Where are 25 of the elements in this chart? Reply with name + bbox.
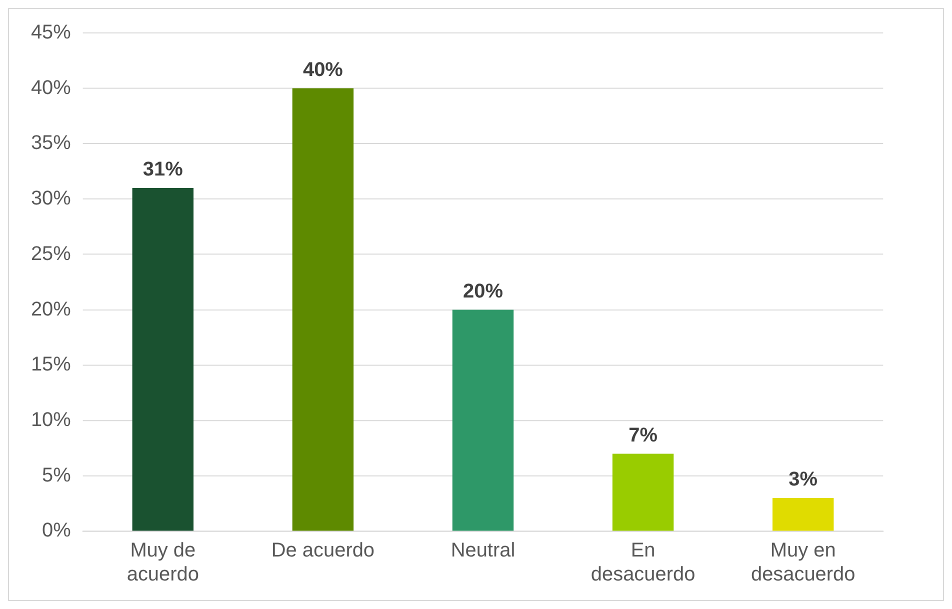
- x-tick-label: En desacuerdo: [590, 540, 696, 586]
- y-tick-label: 45%: [30, 21, 72, 44]
- data-label: 31%: [142, 158, 184, 181]
- y-tick-label: 15%: [30, 354, 72, 376]
- y-tick-label: 35%: [30, 132, 72, 154]
- y-tick-label: 30%: [30, 188, 72, 210]
- bar: [612, 454, 674, 531]
- x-tick-label: Muy en desacuerdo: [750, 540, 856, 586]
- bar: [132, 188, 194, 531]
- y-tick-label: 10%: [30, 409, 72, 431]
- x-tick-label: Neutral: [450, 540, 516, 562]
- data-label: 40%: [302, 58, 344, 81]
- data-label: 3%: [788, 468, 818, 491]
- data-label: 20%: [463, 280, 504, 302]
- data-label: 7%: [628, 424, 658, 446]
- x-tick-label: De acuerdo: [271, 540, 375, 562]
- y-tick-label: 20%: [30, 298, 72, 320]
- bar: [772, 498, 834, 531]
- bar: [452, 310, 514, 531]
- x-tick-label: Muy de acuerdo: [126, 540, 199, 586]
- y-tick-label: 40%: [30, 76, 72, 99]
- bar: [292, 88, 354, 531]
- y-tick-label: 0%: [42, 520, 72, 542]
- y-tick-label: 5%: [42, 464, 72, 486]
- y-tick-label: 25%: [30, 242, 72, 265]
